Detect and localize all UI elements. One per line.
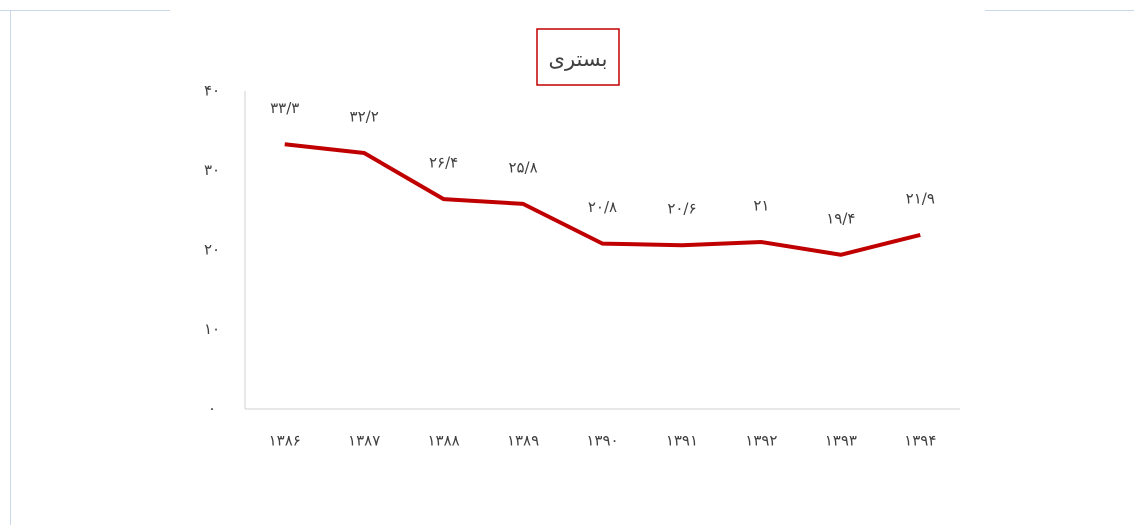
x-tick-label: ۱۳۸۸: [427, 432, 459, 450]
data-label: ۳۳/۳: [270, 99, 299, 117]
x-tick-label: ۱۳۹۰: [586, 432, 618, 450]
line: [284, 142, 921, 257]
x-tick-label: ۱۳۹۲: [745, 432, 777, 450]
title-box: [536, 28, 620, 86]
data-label: ۱۹/۴: [826, 209, 855, 227]
data-label: ۲۰/۸: [588, 198, 617, 216]
x-tick-label: ۱۳۸۶: [269, 432, 301, 450]
y-tick-label: ۲۰: [204, 241, 220, 259]
data-label: ۲۵/۸: [508, 158, 537, 176]
x-tick-label: ۱۳۹۳: [825, 432, 857, 450]
data-label: ۲۱/۹: [906, 189, 935, 207]
data-label: ۲۱: [753, 197, 769, 215]
y-tick-label: ۰: [208, 400, 216, 418]
y-tick-label: ۱۰: [204, 320, 220, 338]
y-tick-label: ۴۰: [204, 82, 220, 100]
data-label: ۲۰/۶: [667, 200, 696, 218]
x-tick-label: ۱۳۹۴: [904, 432, 936, 450]
y-tick-label: ۳۰: [204, 161, 220, 179]
data-label: ۲۶/۴: [429, 154, 458, 172]
x-tick-label: ۱۳۹۱: [666, 432, 698, 450]
x-tick-label: ۱۳۸۹: [507, 432, 539, 450]
x-tick-label: ۱۳۸۷: [348, 432, 380, 450]
chart-title: بستری: [549, 47, 608, 71]
data-label: ۳۲/۲: [350, 108, 379, 126]
